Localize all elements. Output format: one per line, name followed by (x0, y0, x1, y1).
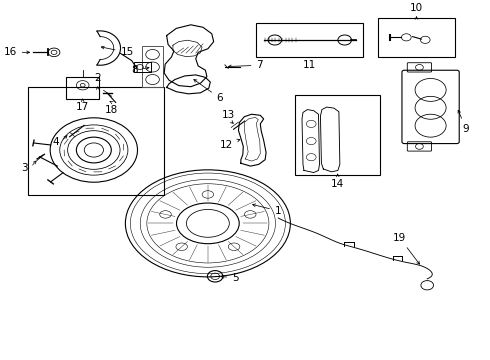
Bar (143, 46, 163, 87)
Text: 14: 14 (331, 179, 344, 189)
Text: 5: 5 (221, 273, 239, 283)
Text: 10: 10 (410, 3, 423, 13)
Text: 13: 13 (221, 109, 235, 120)
Text: 2: 2 (95, 73, 101, 83)
Text: 4: 4 (52, 137, 59, 147)
Bar (378, 18, 455, 57)
Bar (28, 87, 164, 195)
Text: 6: 6 (194, 80, 223, 103)
Text: 19: 19 (393, 233, 419, 264)
Bar (66, 77, 99, 99)
Bar (295, 95, 380, 175)
Text: 16: 16 (3, 48, 29, 57)
Text: 3: 3 (21, 163, 27, 173)
Bar (256, 23, 363, 57)
Text: 17: 17 (76, 103, 89, 112)
Text: 18: 18 (105, 105, 119, 114)
Text: 8: 8 (131, 65, 149, 75)
Text: 9: 9 (458, 110, 469, 134)
Text: 11: 11 (303, 60, 317, 70)
Text: 12: 12 (220, 139, 240, 150)
Text: 15: 15 (101, 46, 134, 57)
Text: 7: 7 (228, 60, 263, 70)
Text: 1: 1 (253, 204, 281, 216)
